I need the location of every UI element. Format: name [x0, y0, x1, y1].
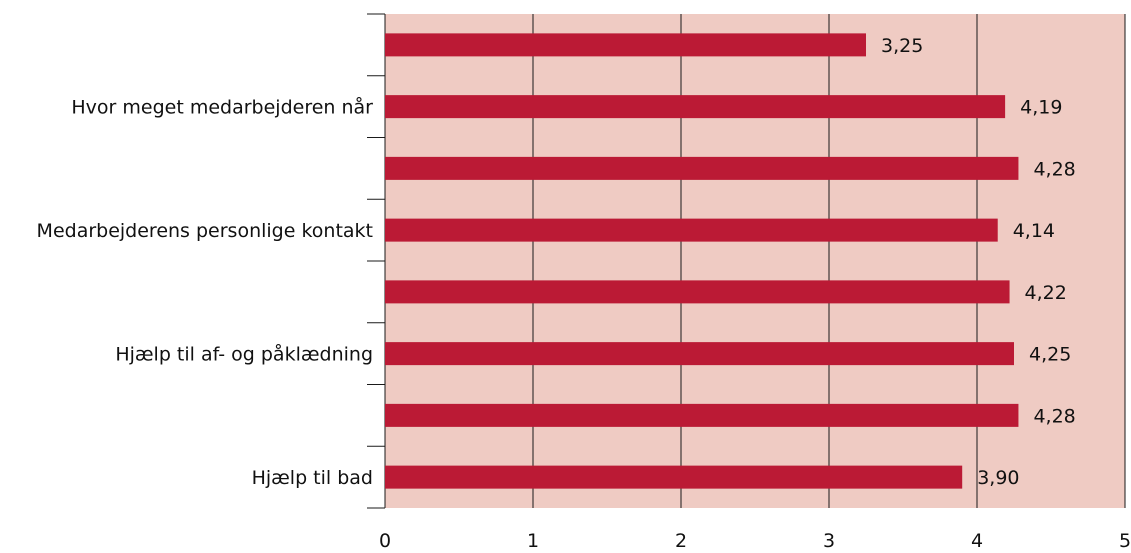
value-label-0: 3,25 — [881, 35, 923, 57]
value-label-2: 4,28 — [1033, 158, 1075, 180]
value-label-7: 3,90 — [977, 467, 1019, 489]
bar-7 — [385, 465, 963, 489]
value-label-5: 4,25 — [1029, 344, 1071, 366]
category-label-5: Hjælp til af- og påklædning — [115, 343, 373, 366]
x-tick-label-4: 4 — [971, 530, 983, 552]
bar-2 — [385, 156, 1019, 180]
bar-1 — [385, 95, 1006, 119]
category-label-1: Hvor meget medarbejderen når — [71, 96, 373, 119]
value-label-4: 4,22 — [1025, 282, 1067, 304]
x-tick-label-5: 5 — [1119, 530, 1131, 552]
bar-5 — [385, 342, 1014, 366]
bar-4 — [385, 280, 1010, 304]
bar-0 — [385, 33, 866, 57]
x-tick-label-2: 2 — [675, 530, 687, 552]
x-tick-label-1: 1 — [527, 530, 539, 552]
bar-3 — [385, 218, 998, 242]
plot-area — [385, 14, 1125, 508]
value-label-1: 4,19 — [1020, 97, 1062, 119]
category-label-3: Medarbejderens personlige kontakt — [37, 220, 373, 242]
x-tick-label-0: 0 — [379, 530, 391, 552]
x-tick-label-3: 3 — [823, 530, 835, 552]
value-label-3: 4,14 — [1013, 220, 1055, 242]
category-label-7: Hjælp til bad — [252, 467, 373, 489]
value-label-6: 4,28 — [1033, 405, 1075, 427]
bar-6 — [385, 403, 1019, 427]
